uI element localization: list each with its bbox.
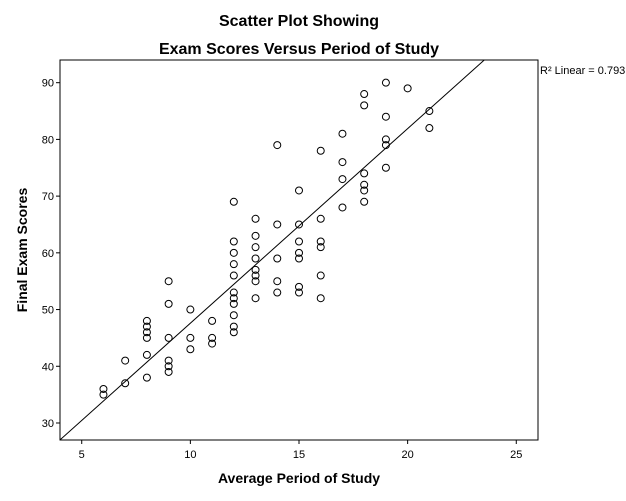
point [360,101,369,110]
point [381,135,390,144]
point [251,214,260,223]
y-tick-label: 80 [42,134,54,146]
x-tick-label: 20 [402,449,414,461]
point [121,356,130,365]
point [273,277,282,286]
point [316,214,325,223]
point [229,260,238,269]
plot-frame [59,59,539,441]
point [164,333,173,342]
point [229,299,238,308]
point [186,305,195,314]
point [295,288,303,297]
point [164,367,173,376]
point [164,299,173,308]
point [186,345,195,354]
annotation: R² Linear = 0.793 [540,65,625,77]
point [229,311,238,320]
point [295,186,303,195]
chart-title: Scatter Plot Showing [219,13,379,30]
point [229,197,238,206]
point [273,288,282,297]
point [142,350,151,359]
point [229,248,238,257]
point [142,333,151,342]
point [425,124,434,133]
point [251,265,260,274]
x-tick-label: 5 [79,449,85,461]
fit-line [60,60,486,440]
x-tick-label: 25 [510,449,522,461]
point [164,362,173,371]
point [186,333,195,342]
point [403,84,412,93]
y-tick-label: 40 [42,361,54,373]
y-tick-label: 90 [42,78,54,90]
point [229,237,238,246]
point [381,78,390,87]
point [121,379,130,388]
point [316,146,325,155]
point [360,197,369,206]
point [425,107,434,116]
point [381,141,390,150]
point [338,175,347,184]
point [338,129,347,138]
point [295,254,303,263]
point [99,384,108,393]
point [251,277,260,286]
point [360,90,369,99]
point [164,277,173,286]
point [251,254,260,263]
point [229,294,238,303]
y-tick-label: 70 [42,191,54,203]
point [142,322,151,331]
point [360,180,369,189]
point [229,288,238,297]
point [273,220,282,229]
point [164,356,173,365]
point [381,163,390,172]
point [251,294,260,303]
point [251,271,260,280]
point [316,237,325,246]
point [251,243,260,252]
point [229,322,238,331]
point [251,231,260,240]
point [99,390,108,399]
point [316,294,325,303]
point [142,316,151,325]
point [338,158,347,167]
point [273,254,282,263]
point [229,271,238,280]
y-axis-label: Final Exam Scores [14,188,30,313]
point [208,316,217,325]
y-tick-label: 60 [42,248,54,260]
point [295,220,303,229]
point [142,328,151,337]
point [338,203,347,212]
point [316,271,325,280]
x-axis-label: Average Period of Study [218,470,380,486]
point [229,328,238,337]
point [273,141,282,150]
point [295,248,303,257]
point [360,169,369,178]
point [381,112,390,121]
y-tick-label: 30 [42,418,54,430]
point [208,333,217,342]
x-tick-label: 10 [184,449,196,461]
point [316,243,325,252]
y-tick-label: 50 [42,305,54,317]
point [295,237,303,246]
point [360,186,369,195]
point [295,282,303,291]
x-tick-label: 15 [293,449,305,461]
point [208,339,217,348]
chart-subtitle: Exam Scores Versus Period of Study [159,41,439,58]
point [142,373,151,382]
